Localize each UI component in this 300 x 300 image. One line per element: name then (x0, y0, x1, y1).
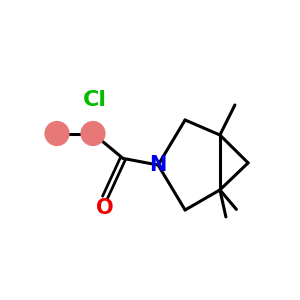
Text: O: O (96, 198, 114, 218)
Text: Cl: Cl (82, 91, 106, 110)
Text: N: N (149, 155, 167, 175)
Circle shape (80, 121, 106, 146)
Circle shape (44, 121, 70, 146)
